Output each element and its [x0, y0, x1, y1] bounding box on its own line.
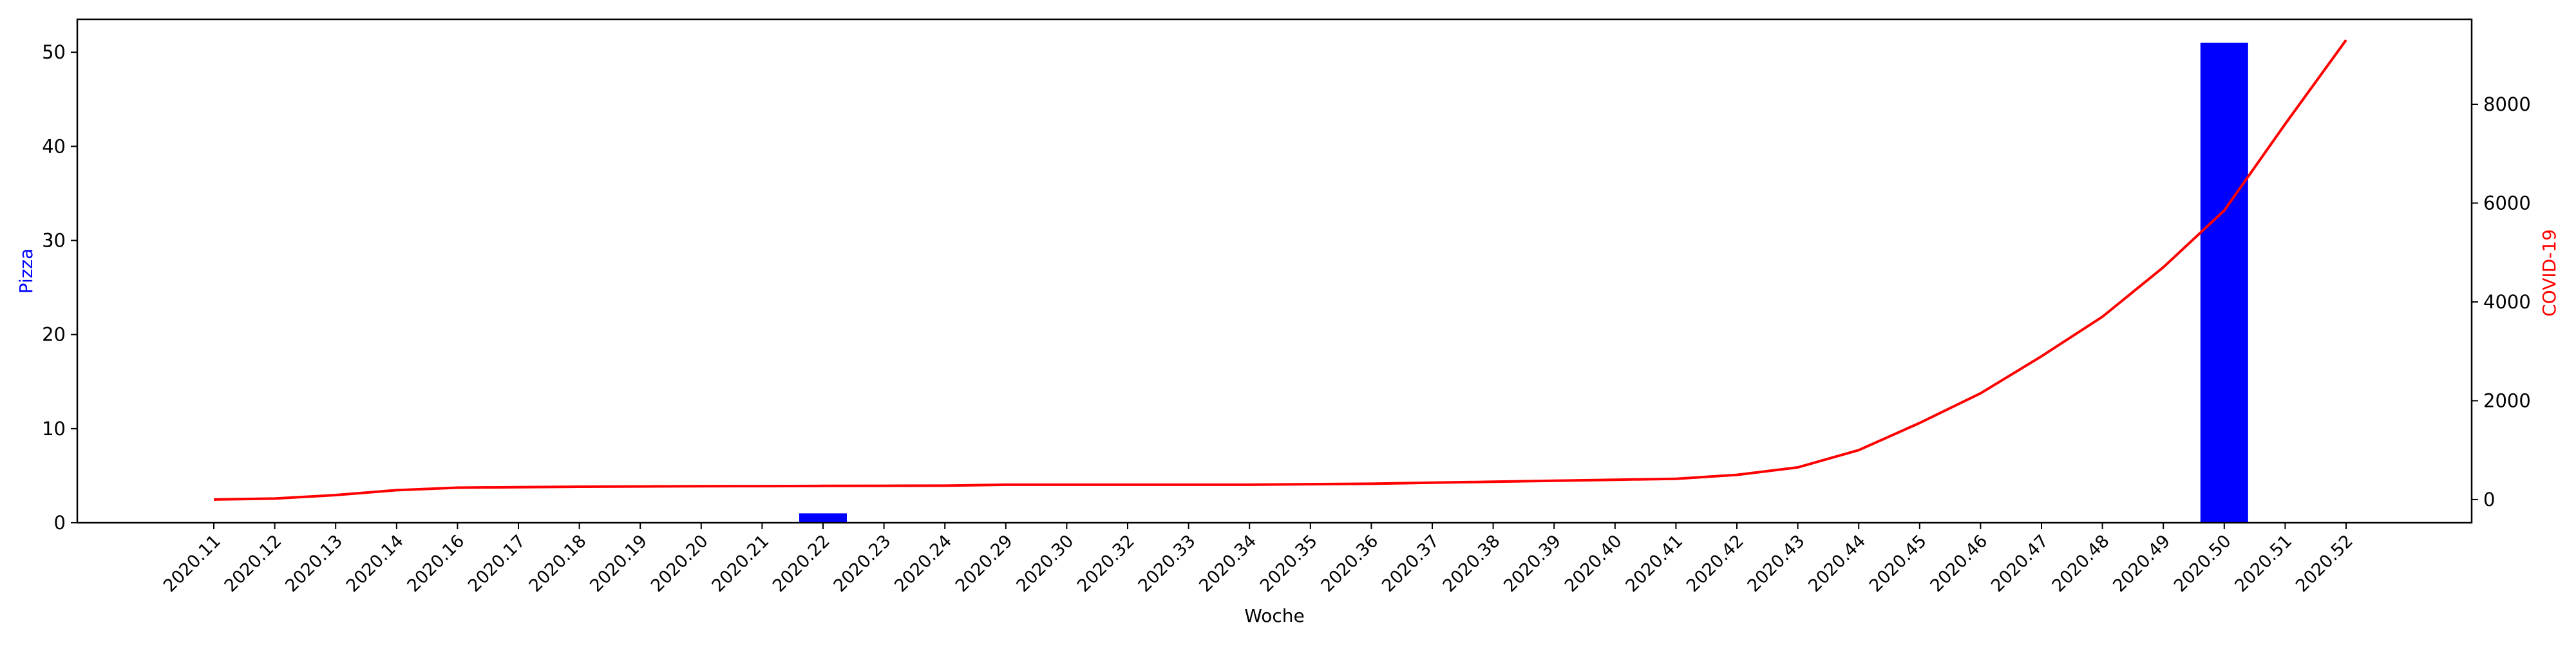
- y-right-tick-label: 0: [2483, 489, 2495, 511]
- x-tick-label: 2020.24: [891, 531, 956, 596]
- bars-layer: [799, 42, 2248, 523]
- y-right-tick-label: 4000: [2483, 291, 2531, 313]
- x-tick-label: 2020.35: [1256, 531, 1321, 596]
- y-left-tick-label: 0: [54, 512, 66, 534]
- x-tick-label: 2020.19: [586, 531, 651, 596]
- x-tick-label: 2020.32: [1074, 531, 1139, 596]
- x-tick-label: 2020.12: [221, 531, 286, 596]
- x-tick-label: 2020.45: [1866, 531, 1931, 596]
- y-axis-right: 0 2000 4000 6000 8000: [2472, 93, 2531, 511]
- y-left-tick-label: 50: [42, 41, 66, 63]
- x-tick-label: 2020.50: [2170, 531, 2235, 596]
- bar-2020.22: [799, 513, 847, 523]
- x-tick-label: 2020.44: [1804, 531, 1870, 596]
- x-tick-label: 2020.47: [1987, 531, 2052, 596]
- y-left-tick-label: 20: [42, 324, 66, 346]
- line-layer: [213, 39, 2347, 501]
- x-tick-label: 2020.38: [1439, 531, 1504, 596]
- x-tick-label: 2020.34: [1195, 531, 1260, 596]
- y-right-tick-label: 8000: [2483, 93, 2531, 115]
- y-left-tick-label: 30: [42, 229, 66, 251]
- x-tick-label: 2020.42: [1683, 531, 1748, 596]
- x-axis-label: Woche: [1244, 605, 1305, 626]
- bar-2020.50: [2200, 42, 2248, 523]
- x-tick-label: 2020.20: [647, 531, 712, 596]
- y-left-tick-label: 10: [42, 418, 66, 440]
- x-tick-label: 2020.52: [2292, 531, 2357, 596]
- y-axis-right-label: COVID-19: [2539, 229, 2560, 317]
- x-tick-label: 2020.49: [2109, 531, 2174, 596]
- x-tick-label: 2020.30: [1012, 531, 1077, 596]
- x-tick-label: 2020.18: [526, 531, 591, 596]
- x-tick-label: 2020.46: [1926, 531, 1991, 596]
- x-tick-label: 2020.22: [769, 531, 834, 596]
- x-tick-label: 2020.21: [708, 531, 773, 596]
- x-tick-label: 2020.29: [952, 531, 1017, 596]
- x-tick-label: 2020.14: [343, 531, 408, 596]
- x-tick-label: 2020.51: [2231, 531, 2296, 596]
- x-tick-label: 2020.39: [1500, 531, 1565, 596]
- y-left-tick-label: 40: [42, 135, 66, 157]
- x-tick-label: 2020.23: [830, 531, 895, 596]
- x-tick-label: 2020.43: [1744, 531, 1809, 596]
- x-tick-label: 2020.40: [1561, 531, 1626, 596]
- x-tick-label: 2020.48: [2049, 531, 2114, 596]
- x-tick-label: 2020.41: [1622, 531, 1687, 596]
- x-axis: 2020.112020.122020.132020.142020.162020.…: [160, 523, 2357, 596]
- x-tick-label: 2020.13: [281, 531, 346, 596]
- y-right-tick-label: 6000: [2483, 192, 2531, 214]
- x-tick-label: 2020.37: [1378, 531, 1443, 596]
- x-tick-label: 2020.36: [1317, 531, 1382, 596]
- x-tick-label: 2020.33: [1135, 531, 1200, 596]
- y-axis-left-label: Pizza: [15, 248, 37, 294]
- y-axis-left: 0 10 20 30 40 50: [42, 41, 77, 534]
- x-tick-label: 2020.17: [464, 531, 529, 596]
- x-tick-label: 2020.16: [403, 531, 468, 596]
- y-right-tick-label: 2000: [2483, 389, 2531, 411]
- plot-frame: [76, 18, 2473, 524]
- series-line-covid-19: [213, 39, 2347, 501]
- x-tick-label: 2020.11: [160, 531, 225, 596]
